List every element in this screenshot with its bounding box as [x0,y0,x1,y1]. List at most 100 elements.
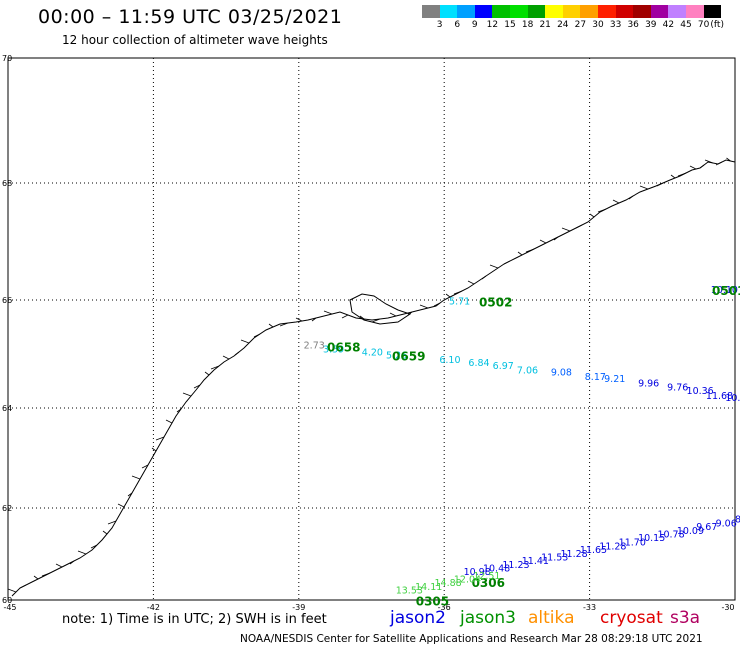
colorbar-swatch [597,5,616,18]
wave-height-value: 3.59 [323,344,344,355]
wave-height-colorbar [422,5,722,18]
wave-height-value: 9.08 [551,368,572,379]
colorbar-swatch [474,5,493,18]
wave-height-value: 10.36 [687,386,714,397]
colorbar-label: 42 [662,20,675,30]
colorbar-label: 70 [697,20,710,30]
latitude-label: 70 [2,54,12,63]
wave-height-value: 11.70 [619,538,646,549]
latitude-label: 60 [2,596,12,605]
map-frame [7,57,736,601]
wave-height-value: 14.11 [415,582,442,593]
pass-time-label: 0502 [479,295,512,309]
wave-height-value: 6.97 [493,361,514,372]
wave-height-value: 5.26 [386,350,407,361]
map-title: 00:00 – 11:59 UTC 03/25/2021 [38,6,343,28]
wave-height-value: 12.04 [454,575,481,586]
wave-height-value: 10.39 [725,393,740,404]
pass-time-label: 0659 [392,349,425,363]
colorbar-swatch [457,5,475,18]
island-outline [349,293,412,325]
colorbar-swatch [685,5,704,18]
colorbar-labels: 3 6 9 12 15 18 21 24 27 30 33 36 39 42 45 70 (ft) [422,20,740,34]
legend-item-jason3: jason3 [460,608,516,628]
latitude-label: 68 [2,179,12,188]
wave-height-value: 11.28 [599,541,626,552]
wave-height-value: 7.06 [517,365,538,376]
colorbar-label: 27 [574,20,587,30]
wave-height-value: 8.83 [735,515,740,526]
wave-height-value: 10.98 [464,567,491,578]
wave-height-value: 6.84 [468,358,489,369]
colorbar-label: 36 [627,20,639,30]
wave-height-value: 10.15 [638,533,665,544]
colorbar-label: 6 [454,20,461,30]
colorbar-label: 45 [680,20,692,30]
legend-item-cryosat: cryosat [600,608,663,628]
wave-height-value: 10.10 [711,285,738,296]
wave-height-value: 13.53 [396,586,423,597]
colorbar-label: 15 [504,20,516,30]
wave-height-value: 9.96 [638,378,659,389]
wave-height-value: 5.71 [449,296,470,307]
longitude-label: -30 [721,603,734,612]
colorbar-label: 3 [436,20,443,30]
colorbar-swatch [580,5,598,18]
colorbar-label: 39 [645,20,657,30]
credit-line: NOAA/NESDIS Center for Satellite Applica… [240,633,703,645]
colorbar-swatch [615,5,634,18]
longitude-label: -36 [438,603,451,612]
wave-height-value: 11.53 [541,552,568,563]
wave-height-value: 11.23 [502,560,529,571]
latitude-label: 62 [2,504,12,513]
colorbar-swatch [668,5,686,18]
colorbar-swatch [492,5,510,18]
fjord-detail [7,157,731,593]
legend-item-s3a: s3a [670,608,701,628]
pass-time-label: 0306 [472,576,505,590]
longitude-label: -45 [3,603,16,612]
wave-height-value: 14.88 [435,578,462,589]
wave-height-value: 2.73 [304,341,325,352]
colorbar-swatch [545,5,563,18]
colorbar-swatch [633,5,651,18]
legend-item-altika: altika [528,608,575,628]
wave-height-value: 12.51 [473,571,500,582]
pass-time-label: 0305 [416,595,449,609]
wave-height-value: 10.48 [483,563,510,574]
colorbar-label: (ft) [710,20,724,30]
footnote: note: 1) Time is in UTC; 2) SWH is in fe… [62,612,327,627]
wave-height-value: 10.09 [677,526,704,537]
legend-item-jason2: jason2 [390,608,446,628]
wave-height-value: 9.21 [604,374,625,385]
longitude-label: -39 [292,603,305,612]
colorbar-label: 18 [521,20,534,30]
wave-height-value: 11.68 [706,391,733,402]
colorbar-swatch [527,5,546,18]
latitude-label: 64 [2,404,12,413]
colorbar-swatch [422,5,440,18]
colorbar-label: 12 [486,20,499,30]
coastline [11,159,736,597]
wave-height-value: 8.17 [585,372,606,383]
colorbar-label: 21 [539,20,551,30]
wave-height-value: 9.06 [716,518,737,529]
colorbar-label: 30 [592,20,604,30]
wave-height-value: 4.20 [362,348,383,359]
wave-height-value: 9.67 [696,522,717,533]
colorbar-swatch [703,5,722,18]
wave-height-value: 9.76 [667,383,688,394]
colorbar-swatch [650,5,669,18]
map-subtitle: 12 hour collection of altimeter wave hei… [62,33,328,47]
colorbar-label: 9 [471,20,478,30]
latitude-label: 66 [2,296,12,305]
wave-height-value: 6.10 [439,355,460,366]
wave-height-value: 11.65 [580,545,607,556]
colorbar-swatch [509,5,528,18]
colorbar-label: 24 [557,20,569,30]
longitude-label: -33 [583,603,596,612]
colorbar-swatch [562,5,581,18]
pass-time-label: 0658 [327,340,360,354]
